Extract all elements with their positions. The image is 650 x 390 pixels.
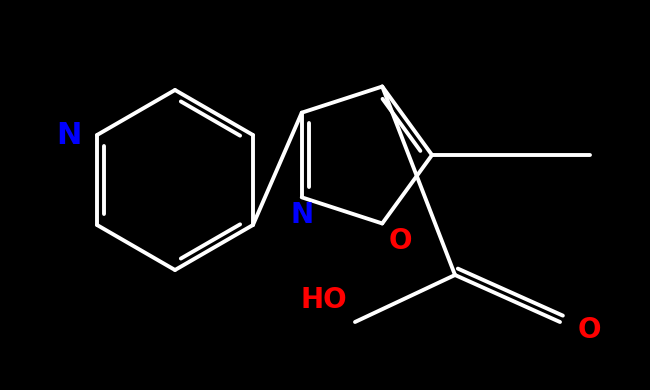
Text: O: O — [578, 316, 601, 344]
Text: N: N — [57, 121, 82, 149]
Text: O: O — [389, 227, 412, 255]
Text: HO: HO — [300, 286, 347, 314]
Text: N: N — [290, 201, 313, 229]
